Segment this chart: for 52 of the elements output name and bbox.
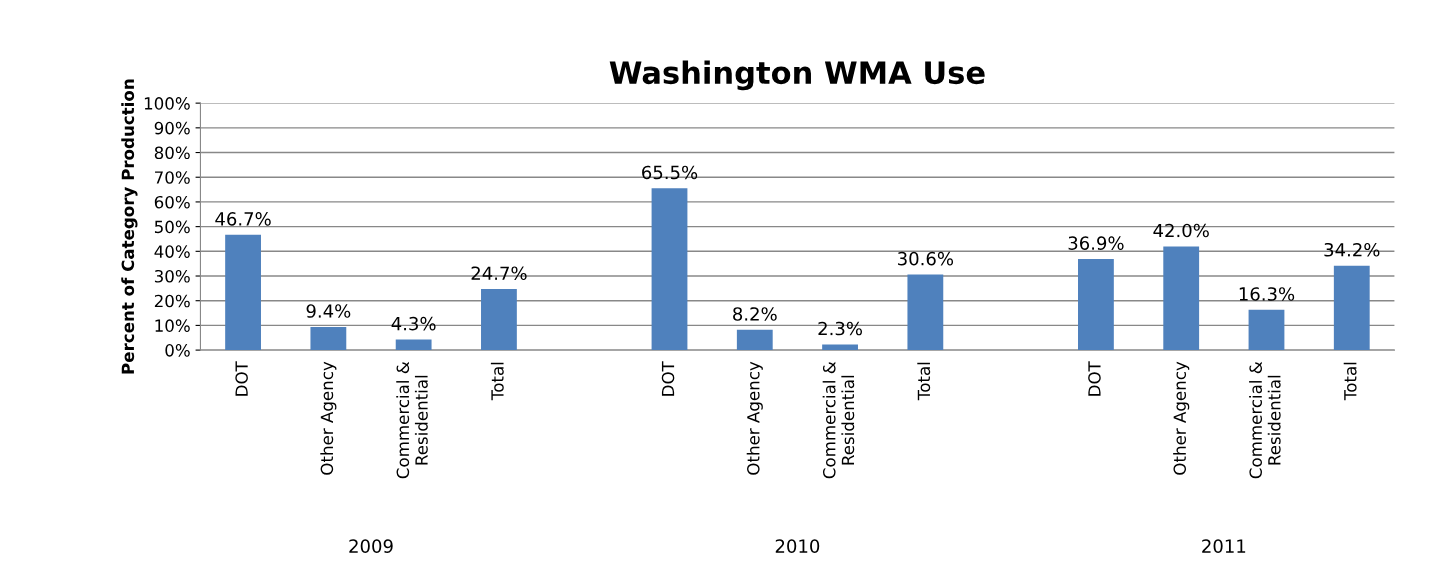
data-label: 9.4%	[306, 304, 351, 318]
data-label: 24.7%	[471, 266, 527, 281]
x-tick-label: Other Agency	[1173, 361, 1190, 475]
y-tick-label: 90%	[154, 121, 190, 135]
x-tick-label: Commercial & Residential	[1249, 361, 1281, 479]
y-tick-label: 70%	[155, 171, 190, 184]
text: 2009	[349, 539, 393, 553]
data-label: 36.9%	[1068, 236, 1124, 250]
bar	[736, 329, 773, 351]
bar	[651, 188, 688, 351]
x-tick-label: Total	[490, 362, 504, 401]
bar	[225, 234, 261, 351]
x-tick-label: Commercial & Residential	[396, 361, 428, 479]
bar	[1078, 258, 1114, 351]
y-tick-label: 10%	[155, 319, 190, 332]
y-tick-label: 60%	[154, 195, 190, 209]
data-label: 8.2%	[733, 307, 777, 321]
data-label: 42.0%	[1153, 223, 1209, 238]
data-label: 34.2%	[1324, 242, 1380, 257]
x-tick-label: DOT	[235, 361, 248, 396]
x-tick-label: Commercial & Residential	[822, 361, 855, 479]
x-tick-label: DOT	[661, 361, 675, 396]
y-tick-label: 40%	[154, 245, 190, 258]
y-tick-label: 30%	[154, 269, 190, 283]
x-tick-label: Other Agency	[320, 361, 337, 475]
data-label: 30.6%	[898, 251, 954, 266]
y-tick-label: 80%	[154, 146, 190, 160]
chart-title: Washington WMA Use	[609, 60, 985, 91]
text: 2010	[775, 539, 820, 553]
bar	[822, 344, 858, 351]
bar	[395, 339, 432, 351]
y-tick-label: 20%	[154, 294, 190, 308]
bar	[1163, 246, 1200, 351]
text: 2011	[1202, 539, 1246, 553]
data-label: 16.3%	[1239, 287, 1295, 301]
bar	[1248, 309, 1285, 351]
y-tick-label: 50%	[154, 220, 190, 234]
x-tick-label: Total	[1343, 362, 1357, 401]
data-label: 2.3%	[818, 321, 863, 336]
bar	[907, 274, 944, 351]
y-tick-label: 100%	[144, 97, 190, 110]
x-tick-label: Other Agency	[746, 361, 763, 475]
y-axis-title: Percent of Category Production	[121, 79, 138, 374]
y-tick-label: 0%	[165, 344, 190, 357]
data-label: 4.3%	[391, 316, 436, 331]
bar	[310, 326, 347, 351]
bar	[481, 289, 517, 351]
bar	[1333, 265, 1370, 351]
x-tick-label: Total	[917, 362, 931, 401]
data-label: 65.5%	[642, 165, 698, 180]
data-label: 46.7%	[215, 212, 271, 226]
x-tick-label: DOT	[1088, 361, 1101, 396]
